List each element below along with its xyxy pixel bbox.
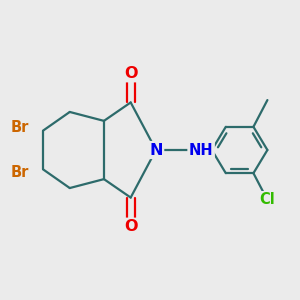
Text: O: O xyxy=(124,219,137,234)
Text: Br: Br xyxy=(11,120,29,135)
Text: Br: Br xyxy=(11,165,29,180)
Text: NH: NH xyxy=(189,142,213,158)
Text: Cl: Cl xyxy=(260,192,275,207)
Text: N: N xyxy=(149,142,163,158)
Text: O: O xyxy=(124,66,137,81)
